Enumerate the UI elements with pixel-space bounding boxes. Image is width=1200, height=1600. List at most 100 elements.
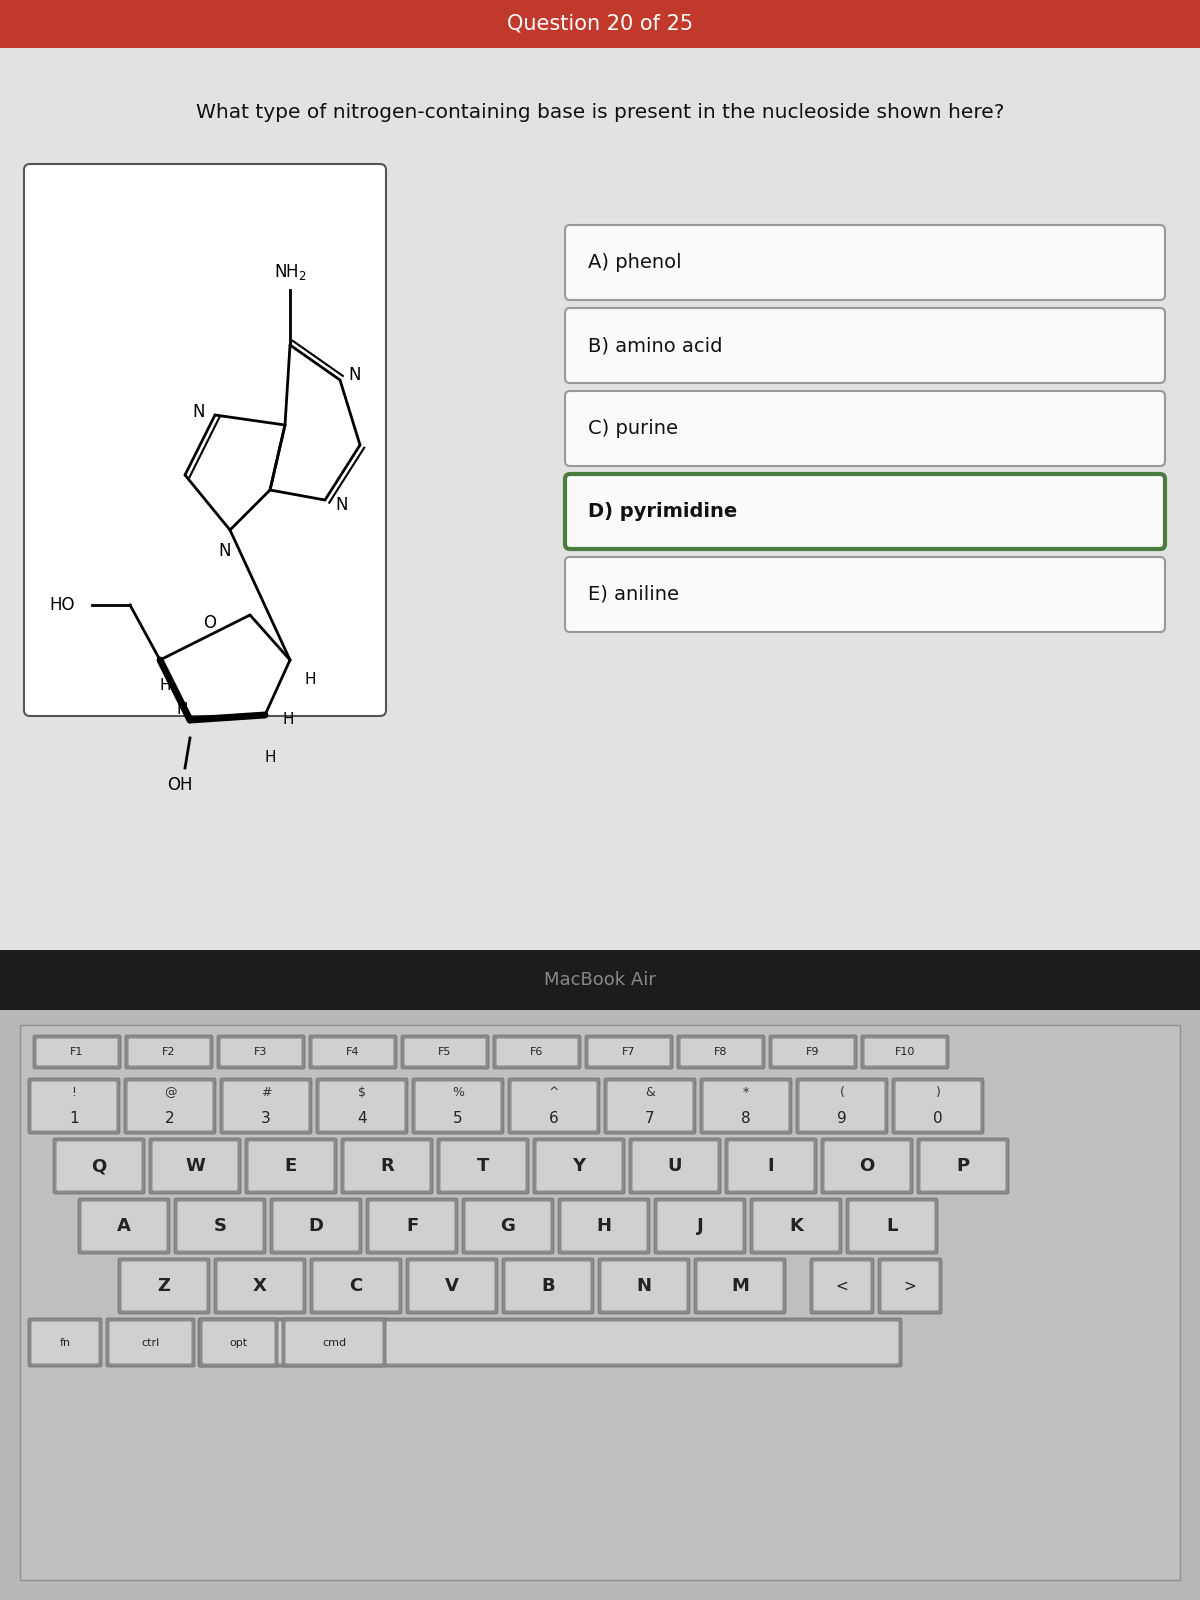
Text: D) pyrimidine: D) pyrimidine [588,502,737,522]
FancyBboxPatch shape [598,1258,690,1314]
FancyBboxPatch shape [466,1202,551,1251]
FancyBboxPatch shape [895,1082,980,1131]
Text: B) amino acid: B) amino acid [588,336,722,355]
Text: ctrl: ctrl [142,1338,160,1347]
Text: F7: F7 [623,1046,636,1058]
FancyBboxPatch shape [632,1141,718,1190]
FancyBboxPatch shape [533,1138,625,1194]
Text: H: H [176,702,187,717]
FancyBboxPatch shape [217,1035,305,1069]
Text: fn: fn [60,1338,71,1347]
Text: F2: F2 [162,1046,175,1058]
Text: Q: Q [91,1157,107,1174]
FancyBboxPatch shape [565,557,1165,632]
Text: I: I [768,1157,774,1174]
FancyBboxPatch shape [703,1082,788,1131]
FancyBboxPatch shape [370,1202,455,1251]
FancyBboxPatch shape [31,1322,98,1363]
Text: NH$_2$: NH$_2$ [274,262,306,282]
FancyBboxPatch shape [440,1141,526,1190]
Text: OH: OH [167,776,193,794]
FancyBboxPatch shape [124,1078,216,1134]
Text: MacBook Air: MacBook Air [544,971,656,989]
FancyBboxPatch shape [821,1138,913,1194]
FancyBboxPatch shape [565,390,1165,466]
Text: C: C [349,1277,362,1294]
Text: K: K [790,1218,803,1235]
Text: $: $ [358,1086,366,1099]
Text: F: F [406,1218,418,1235]
FancyBboxPatch shape [270,1198,362,1254]
FancyBboxPatch shape [892,1078,984,1134]
FancyBboxPatch shape [82,1202,167,1251]
FancyBboxPatch shape [121,1261,206,1310]
Text: ^: ^ [548,1086,559,1099]
Text: opt: opt [229,1338,247,1347]
FancyBboxPatch shape [313,1261,398,1310]
FancyBboxPatch shape [814,1261,870,1310]
Text: O: O [204,613,216,632]
FancyBboxPatch shape [796,1078,888,1134]
Text: N: N [348,366,360,384]
FancyBboxPatch shape [604,1078,696,1134]
FancyBboxPatch shape [437,1138,529,1194]
Text: B: B [541,1277,554,1294]
Text: C) purine: C) purine [588,419,678,438]
Text: <: < [835,1278,848,1293]
Text: Y: Y [572,1157,586,1174]
FancyBboxPatch shape [497,1038,577,1066]
Text: J: J [697,1218,703,1235]
FancyBboxPatch shape [152,1141,238,1190]
FancyBboxPatch shape [415,1082,500,1131]
FancyBboxPatch shape [286,1322,383,1363]
Text: H: H [160,678,170,693]
FancyBboxPatch shape [629,1138,721,1194]
FancyBboxPatch shape [127,1082,212,1131]
Text: G: G [500,1218,516,1235]
Text: F6: F6 [530,1046,544,1058]
FancyBboxPatch shape [223,1082,308,1131]
Text: !: ! [72,1086,77,1099]
FancyBboxPatch shape [882,1261,938,1310]
Text: R: R [380,1157,394,1174]
Text: F8: F8 [714,1046,727,1058]
FancyBboxPatch shape [198,1318,902,1366]
Bar [20,1026,1180,1581]
FancyBboxPatch shape [810,1258,874,1314]
FancyBboxPatch shape [588,1038,670,1066]
FancyBboxPatch shape [31,1082,116,1131]
FancyBboxPatch shape [174,1198,266,1254]
FancyBboxPatch shape [319,1082,404,1131]
Text: N: N [192,403,205,421]
FancyBboxPatch shape [149,1138,241,1194]
FancyBboxPatch shape [677,1035,766,1069]
Text: 4: 4 [358,1110,367,1126]
FancyBboxPatch shape [799,1082,884,1131]
FancyBboxPatch shape [607,1082,692,1131]
FancyBboxPatch shape [558,1198,650,1254]
FancyBboxPatch shape [202,1322,899,1363]
FancyBboxPatch shape [344,1141,430,1190]
FancyBboxPatch shape [310,1258,402,1314]
Text: %: % [452,1086,464,1099]
Text: S: S [214,1218,227,1235]
FancyBboxPatch shape [245,1138,337,1194]
Text: H: H [283,712,294,728]
Text: 8: 8 [742,1110,751,1126]
Text: H: H [596,1218,612,1235]
Text: ): ) [936,1086,941,1099]
Text: F10: F10 [895,1046,916,1058]
FancyBboxPatch shape [508,1078,600,1134]
Text: >: > [904,1278,917,1293]
Text: T: T [476,1157,490,1174]
Text: 7: 7 [646,1110,655,1126]
FancyBboxPatch shape [366,1198,458,1254]
Text: M: M [731,1277,749,1294]
Text: &: & [646,1086,655,1099]
FancyBboxPatch shape [850,1202,935,1251]
Text: N: N [218,542,232,560]
Text: H: H [264,750,276,765]
FancyBboxPatch shape [565,307,1165,382]
Text: Question 20 of 25: Question 20 of 25 [506,14,694,34]
FancyBboxPatch shape [862,1035,949,1069]
